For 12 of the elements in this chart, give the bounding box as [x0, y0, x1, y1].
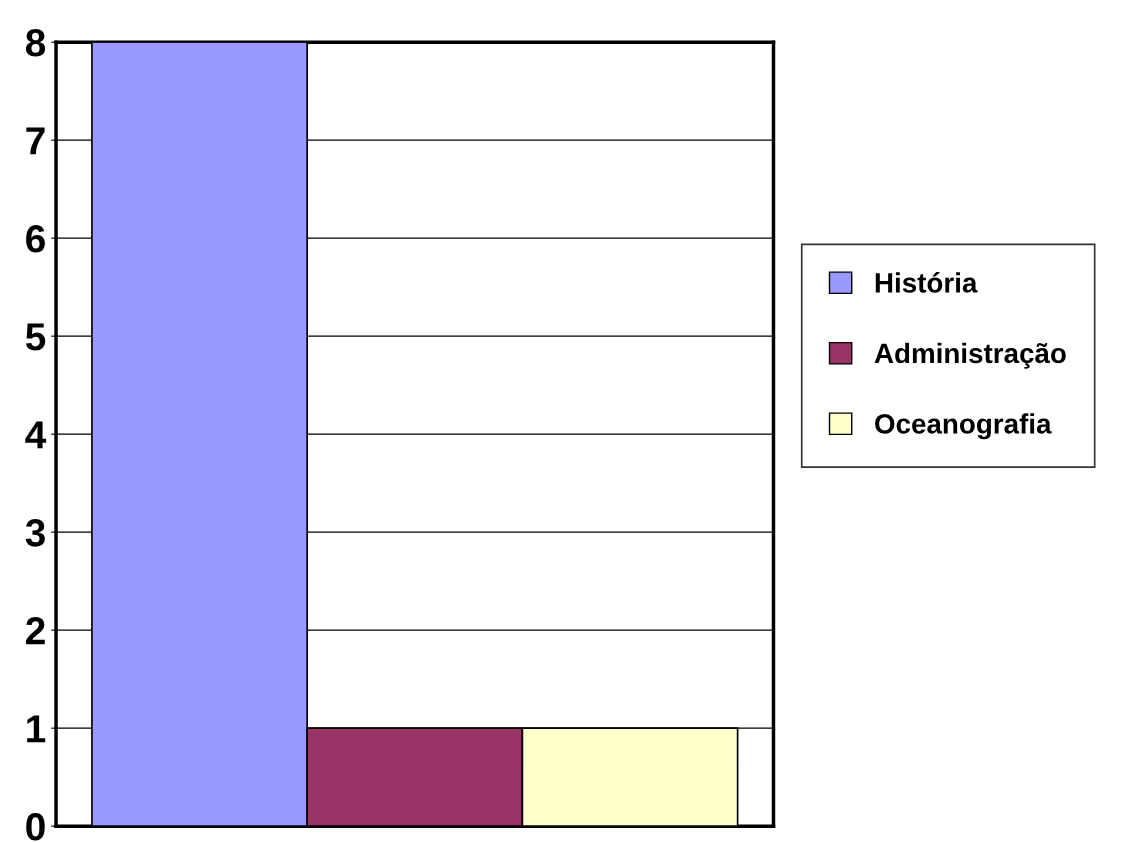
- y-tick-label: 2: [26, 617, 45, 645]
- y-tick-label: 1: [27, 715, 46, 743]
- legend-label: Oceanografia: [875, 413, 1052, 440]
- y-tick-label: 5: [25, 323, 46, 351]
- legend-label: Administração: [874, 342, 1066, 369]
- legend-label: História: [875, 272, 978, 293]
- y-tick-label: 0: [26, 813, 45, 841]
- y-tick-label: 4: [25, 421, 47, 449]
- y-tick-label: 8: [25, 29, 46, 57]
- y-tick-label: 3: [25, 519, 45, 547]
- y-tick-label: 7: [26, 127, 45, 155]
- y-tick-label: 6: [26, 225, 45, 253]
